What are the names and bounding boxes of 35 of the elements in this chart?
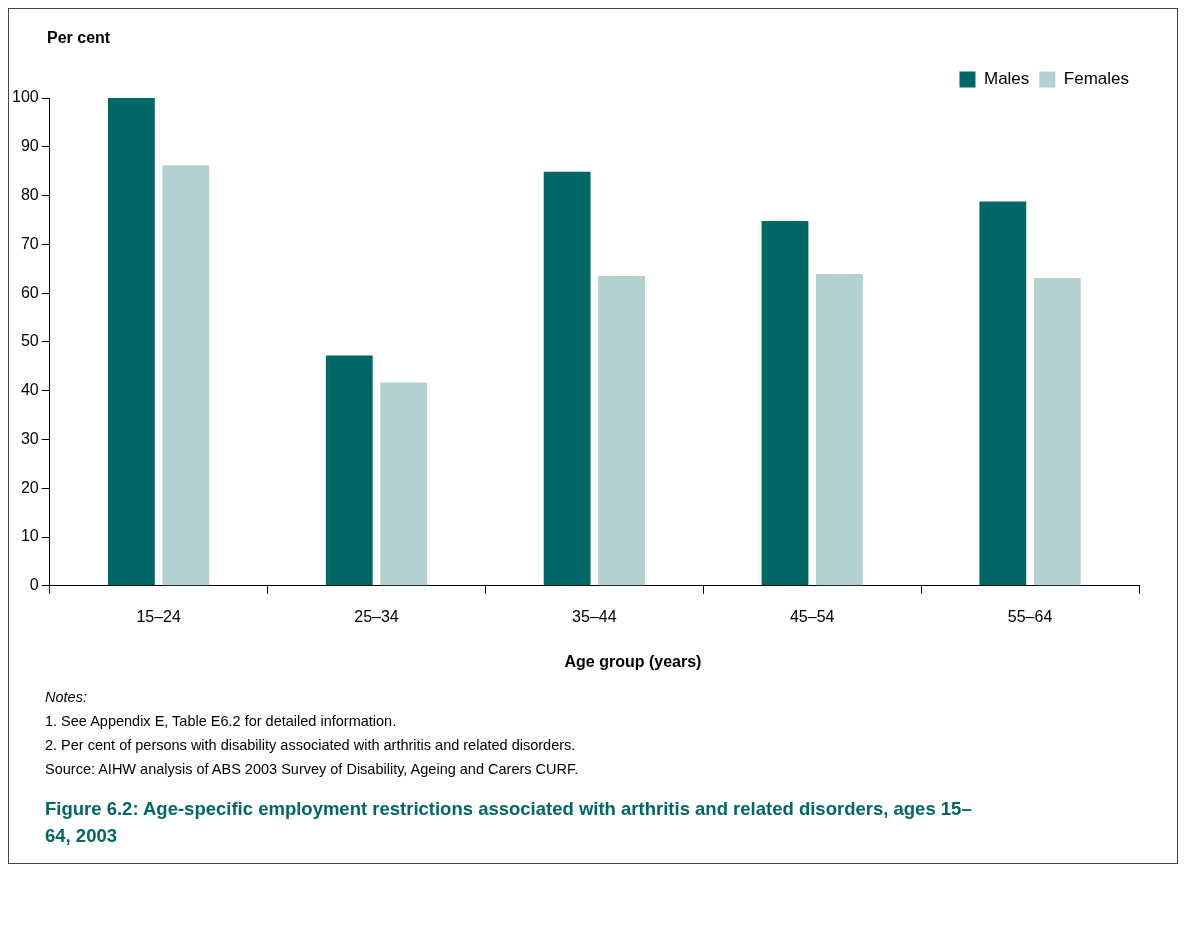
bar [598,276,645,586]
bar [543,171,591,586]
bar [162,165,210,586]
bar [816,274,863,586]
text: 1. See Appendix E, Table E6.2 for detailed information. [45,712,398,731]
y-tick-label: 20 [20,478,39,496]
bar [1033,278,1081,586]
y-tick-label: 100 [11,88,39,106]
y-tick-label: 70 [20,234,39,252]
x-tick-label: 35–44 [572,607,617,625]
x-tick-label: 15–24 [136,607,181,625]
y-tick-label: 50 [20,332,39,350]
legend-label: Females [1063,69,1129,89]
text: 2. Per cent of persons with disability associated with arthritis and related disorders. [45,736,577,755]
y-tick-label: 0 [29,576,39,594]
bar [325,355,373,586]
text: Figure 6.2: Age-specific employment restrictions associated with arthritis and related disorders, ages 15–64, 2003 [45,797,973,848]
x-tick-label: 25–34 [354,607,399,625]
y-tick-label: 40 [20,381,39,399]
bar [107,98,155,586]
y-axis-title: Per cent [47,29,112,47]
text: Notes: [45,688,88,707]
bar [979,201,1027,586]
y-tick-label: 80 [20,185,39,203]
source-note: Source: AIHW analysis of ABS 2003 Survey of Disability, Ageing and Carers CURF. [45,760,580,779]
y-tick-label: 90 [20,137,39,155]
y-tick-label: 30 [20,429,39,447]
x-tick-label: 55–64 [1007,607,1053,625]
bar [761,220,809,586]
x-tick-label: 45–54 [789,607,835,625]
y-tick-label: 10 [20,527,39,545]
y-tick-label: 60 [20,283,39,301]
bar [380,382,428,586]
legend-label: Males [983,69,1030,89]
x-axis-title: Age group (years) [563,653,703,671]
